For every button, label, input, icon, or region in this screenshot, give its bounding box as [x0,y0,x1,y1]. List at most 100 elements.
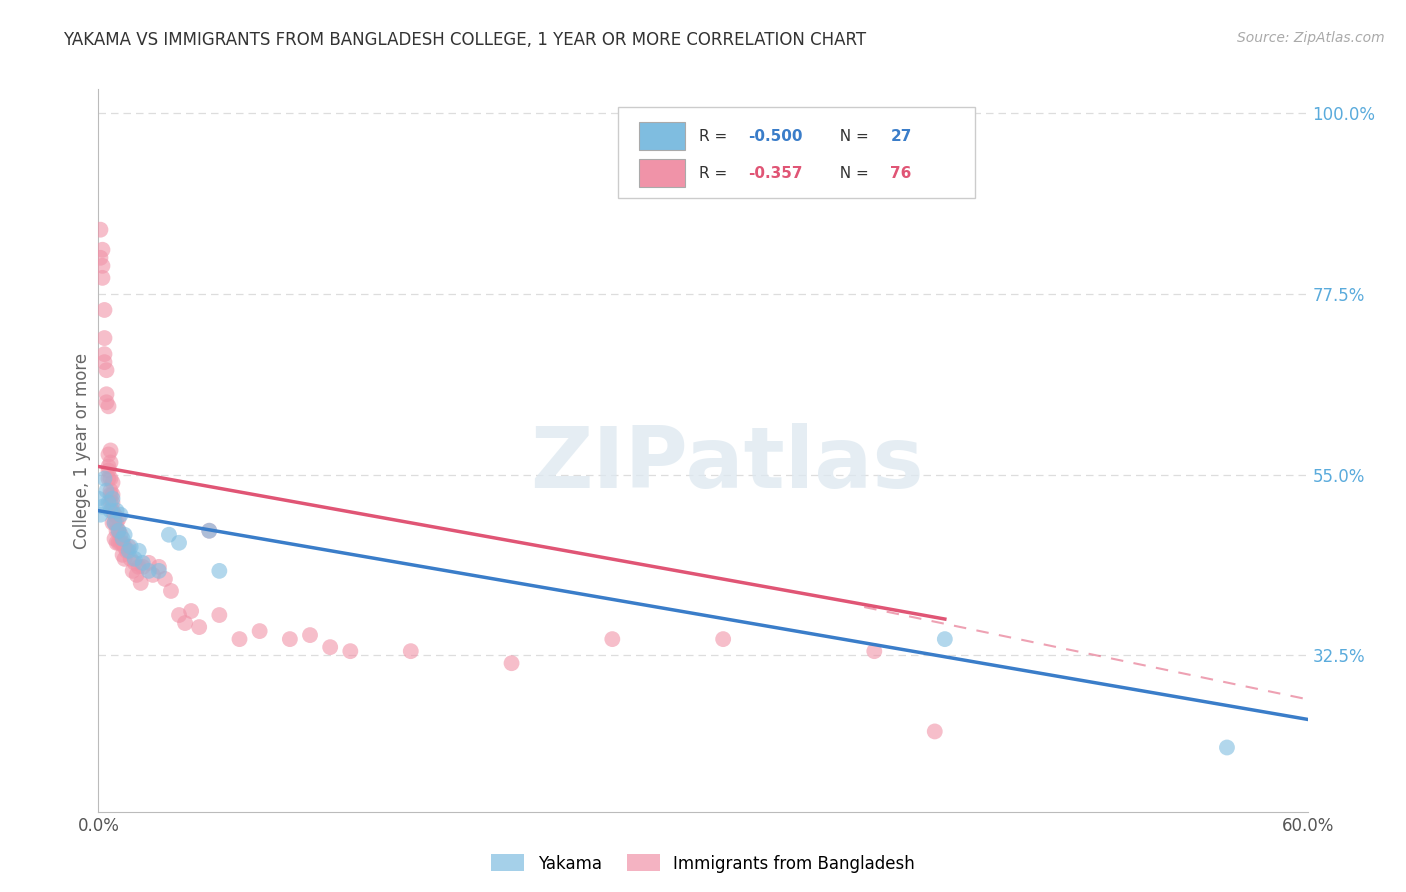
Point [97,459,120,474]
Point [180,604,202,618]
Point [148,564,170,578]
Point [863,644,886,658]
Point [198,524,221,538]
Point [96,363,118,377]
Point [934,632,956,646]
Point [711,632,734,646]
FancyBboxPatch shape [619,107,976,198]
Point [103,516,125,530]
Point [114,551,136,566]
Point [319,640,342,655]
Text: N =: N = [830,166,873,180]
Point [188,620,211,634]
Point [111,548,134,562]
Point [103,516,125,530]
Point [160,583,183,598]
Point [93,302,115,317]
Point [105,524,128,538]
Point [142,568,165,582]
Point [107,511,129,525]
Point [101,491,124,506]
Text: R =: R = [699,128,733,144]
Point [105,503,128,517]
Point [107,535,129,549]
Point [924,724,946,739]
Point [1216,740,1239,755]
Point [114,528,136,542]
Point [198,524,221,538]
Point [100,503,122,517]
Point [105,516,128,530]
Point [111,535,134,549]
Point [132,556,155,570]
Point [89,508,111,522]
Point [91,243,114,257]
Point [100,483,122,498]
Point [278,632,301,646]
Point [339,644,361,658]
Point [91,270,114,285]
Text: -0.500: -0.500 [748,128,803,144]
Point [128,560,150,574]
Point [107,524,129,538]
Point [249,624,271,639]
Point [132,560,155,574]
Point [138,564,160,578]
Point [129,576,152,591]
Legend: Yakama, Immigrants from Bangladesh: Yakama, Immigrants from Bangladesh [484,847,922,880]
Text: -0.357: -0.357 [748,166,803,180]
Point [107,524,129,538]
Text: R =: R = [699,166,733,180]
Point [101,487,124,501]
Point [120,551,142,566]
Point [501,657,523,671]
Point [125,568,148,582]
Point [110,535,132,549]
Point [602,632,624,646]
Point [97,463,120,477]
Point [89,222,111,236]
Point [120,540,142,554]
Point [110,508,132,522]
Point [138,556,160,570]
Point [399,644,422,658]
Text: N =: N = [830,128,873,144]
Point [91,500,114,514]
Point [103,508,125,522]
Point [148,560,170,574]
Point [128,543,150,558]
Text: Source: ZipAtlas.com: Source: ZipAtlas.com [1237,31,1385,45]
Point [100,455,122,469]
Point [93,471,115,485]
Point [110,528,132,542]
Point [93,331,115,345]
Point [103,532,125,546]
Point [100,495,122,509]
FancyBboxPatch shape [638,160,685,186]
Point [124,551,146,566]
Point [208,564,231,578]
Point [174,615,197,630]
Point [101,503,124,517]
Point [115,543,138,558]
Point [96,387,118,401]
Point [93,347,115,361]
Point [89,251,111,265]
Point [105,535,128,549]
Point [118,540,141,554]
Text: YAKAMA VS IMMIGRANTS FROM BANGLADESH COLLEGE, 1 YEAR OR MORE CORRELATION CHART: YAKAMA VS IMMIGRANTS FROM BANGLADESH COL… [63,31,866,49]
Point [101,516,124,530]
Y-axis label: College, 1 year or more: College, 1 year or more [73,352,91,549]
Point [114,540,136,554]
Point [96,483,118,498]
Point [124,556,146,570]
Point [100,471,122,485]
Point [121,564,143,578]
Point [101,495,124,509]
Point [100,443,122,458]
Text: 76: 76 [890,166,912,180]
Point [97,495,120,509]
Point [228,632,250,646]
Point [208,608,231,623]
Point [96,395,118,409]
